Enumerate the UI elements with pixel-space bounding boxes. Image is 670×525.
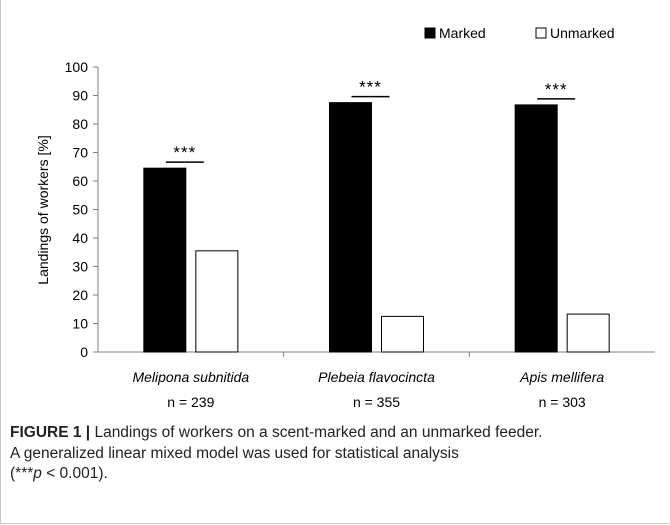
chart-bars bbox=[143, 102, 610, 353]
y-tick-label: 40 bbox=[72, 230, 88, 246]
chart-legend: Marked Unmarked bbox=[424, 25, 615, 41]
y-tick-label: 70 bbox=[72, 145, 88, 161]
y-tick-label: 50 bbox=[72, 202, 88, 218]
legend-label-unmarked: Unmarked bbox=[550, 25, 615, 41]
y-axis-label: Landings of workers [%] bbox=[35, 135, 51, 284]
caption-line-3: (***p < 0.001). bbox=[10, 464, 662, 485]
category-labels: Melipona subnitida n = 239 Plebeia flavoci… bbox=[132, 369, 604, 410]
caption-label: FIGURE 1 | bbox=[10, 424, 91, 441]
bar-marked-melipona bbox=[143, 167, 187, 353]
significance-stars: *** bbox=[359, 78, 382, 97]
caption-p-value: < 0.001). bbox=[41, 465, 108, 482]
legend-swatch-marked bbox=[424, 27, 436, 39]
category-label: Melipona subnitida bbox=[132, 369, 249, 385]
y-tick-label: 0 bbox=[80, 344, 88, 360]
y-tick-label: 10 bbox=[72, 316, 88, 332]
caption-line-1: FIGURE 1 | Landings of workers on a scen… bbox=[10, 423, 662, 444]
caption-p-symbol: p bbox=[33, 465, 42, 482]
legend-swatch-unmarked bbox=[535, 27, 547, 39]
bar-marked-plebeia bbox=[329, 102, 372, 353]
y-tick-label: 100 bbox=[65, 59, 89, 75]
bar-unmarked-melipona bbox=[195, 250, 239, 353]
bar-chart: 0 10 20 30 40 50 60 70 80 90 100 *** *** *** Melipon… bbox=[35, 25, 655, 410]
caption-text-1: Landings of workers on a scent-marked an… bbox=[90, 424, 543, 441]
category-label: Plebeia flavocincta bbox=[318, 369, 435, 385]
y-tick-label: 30 bbox=[72, 259, 88, 275]
caption-stars: (*** bbox=[10, 465, 34, 482]
legend-label-marked: Marked bbox=[439, 25, 486, 41]
chart-axes: 0 10 20 30 40 50 60 70 80 90 100 bbox=[65, 59, 655, 360]
bar-unmarked-plebeia bbox=[381, 315, 424, 353]
category-label: Apis mellifera bbox=[519, 369, 604, 385]
significance-markers: *** *** *** bbox=[165, 78, 576, 163]
y-tick-label: 90 bbox=[72, 88, 88, 104]
caption-line-2: A generalized linear mixed model was use… bbox=[10, 444, 459, 462]
significance-stars: *** bbox=[173, 143, 196, 162]
bar-unmarked-apis bbox=[566, 313, 610, 353]
y-tick-label: 80 bbox=[72, 116, 88, 132]
figure-caption: FIGURE 1 | Landings of workers on a scen… bbox=[10, 423, 662, 485]
y-tick-label: 60 bbox=[72, 173, 88, 189]
y-tick-label: 20 bbox=[72, 287, 88, 303]
sample-size-label: n = 303 bbox=[539, 394, 586, 410]
sample-size-label: n = 239 bbox=[167, 394, 214, 410]
significance-stars: *** bbox=[545, 80, 568, 99]
bar-marked-apis bbox=[514, 104, 558, 353]
sample-size-label: n = 355 bbox=[353, 394, 400, 410]
